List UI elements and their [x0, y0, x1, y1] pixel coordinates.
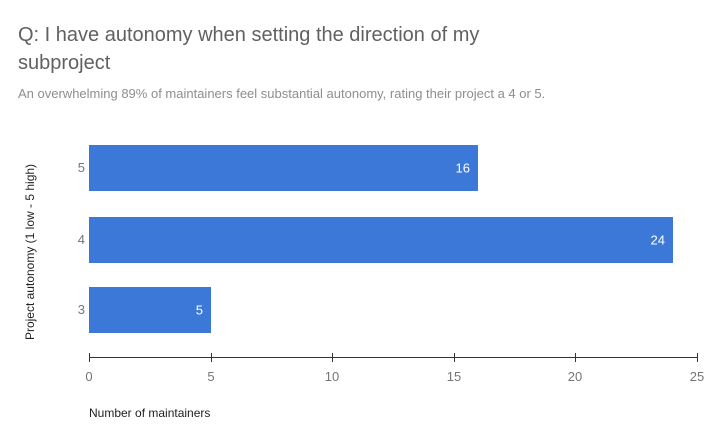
- x-axis-title: Number of maintainers: [89, 406, 211, 420]
- x-axis-tick-label: 25: [689, 369, 705, 384]
- category-label: 4: [77, 232, 85, 247]
- chart-title-line1: Q: I have autonomy when setting the dire…: [18, 24, 480, 46]
- x-axis-tick: [454, 353, 455, 362]
- x-axis-tick: [211, 353, 212, 362]
- x-axis-tick-label: 0: [85, 369, 93, 384]
- category-label: 3: [77, 302, 85, 317]
- bar-value-label: 24: [650, 232, 665, 248]
- x-axis-tick: [89, 353, 90, 362]
- x-axis-line: [89, 357, 698, 358]
- bar-rating-4: 24: [89, 217, 673, 263]
- category-label: 5: [77, 160, 85, 175]
- bar-rating-5: 16: [89, 145, 478, 191]
- bar-value-label: 16: [455, 160, 470, 176]
- x-axis-tick-label: 20: [567, 369, 583, 384]
- chart-title: Q: I have autonomy when setting the dire…: [18, 21, 479, 77]
- chart-title-line2: subproject: [18, 52, 111, 74]
- chart-subtitle: An overwhelming 89% of maintainers feel …: [18, 86, 546, 101]
- x-axis-tick-label: 10: [324, 369, 340, 384]
- bar-rating-3: 5: [89, 287, 211, 333]
- x-axis-tick: [575, 353, 576, 362]
- x-axis-tick-label: 15: [446, 369, 462, 384]
- x-axis-tick: [332, 353, 333, 362]
- x-axis-tick-label: 5: [207, 369, 215, 384]
- bar-value-label: 5: [195, 302, 203, 318]
- x-axis-tick: [697, 353, 698, 362]
